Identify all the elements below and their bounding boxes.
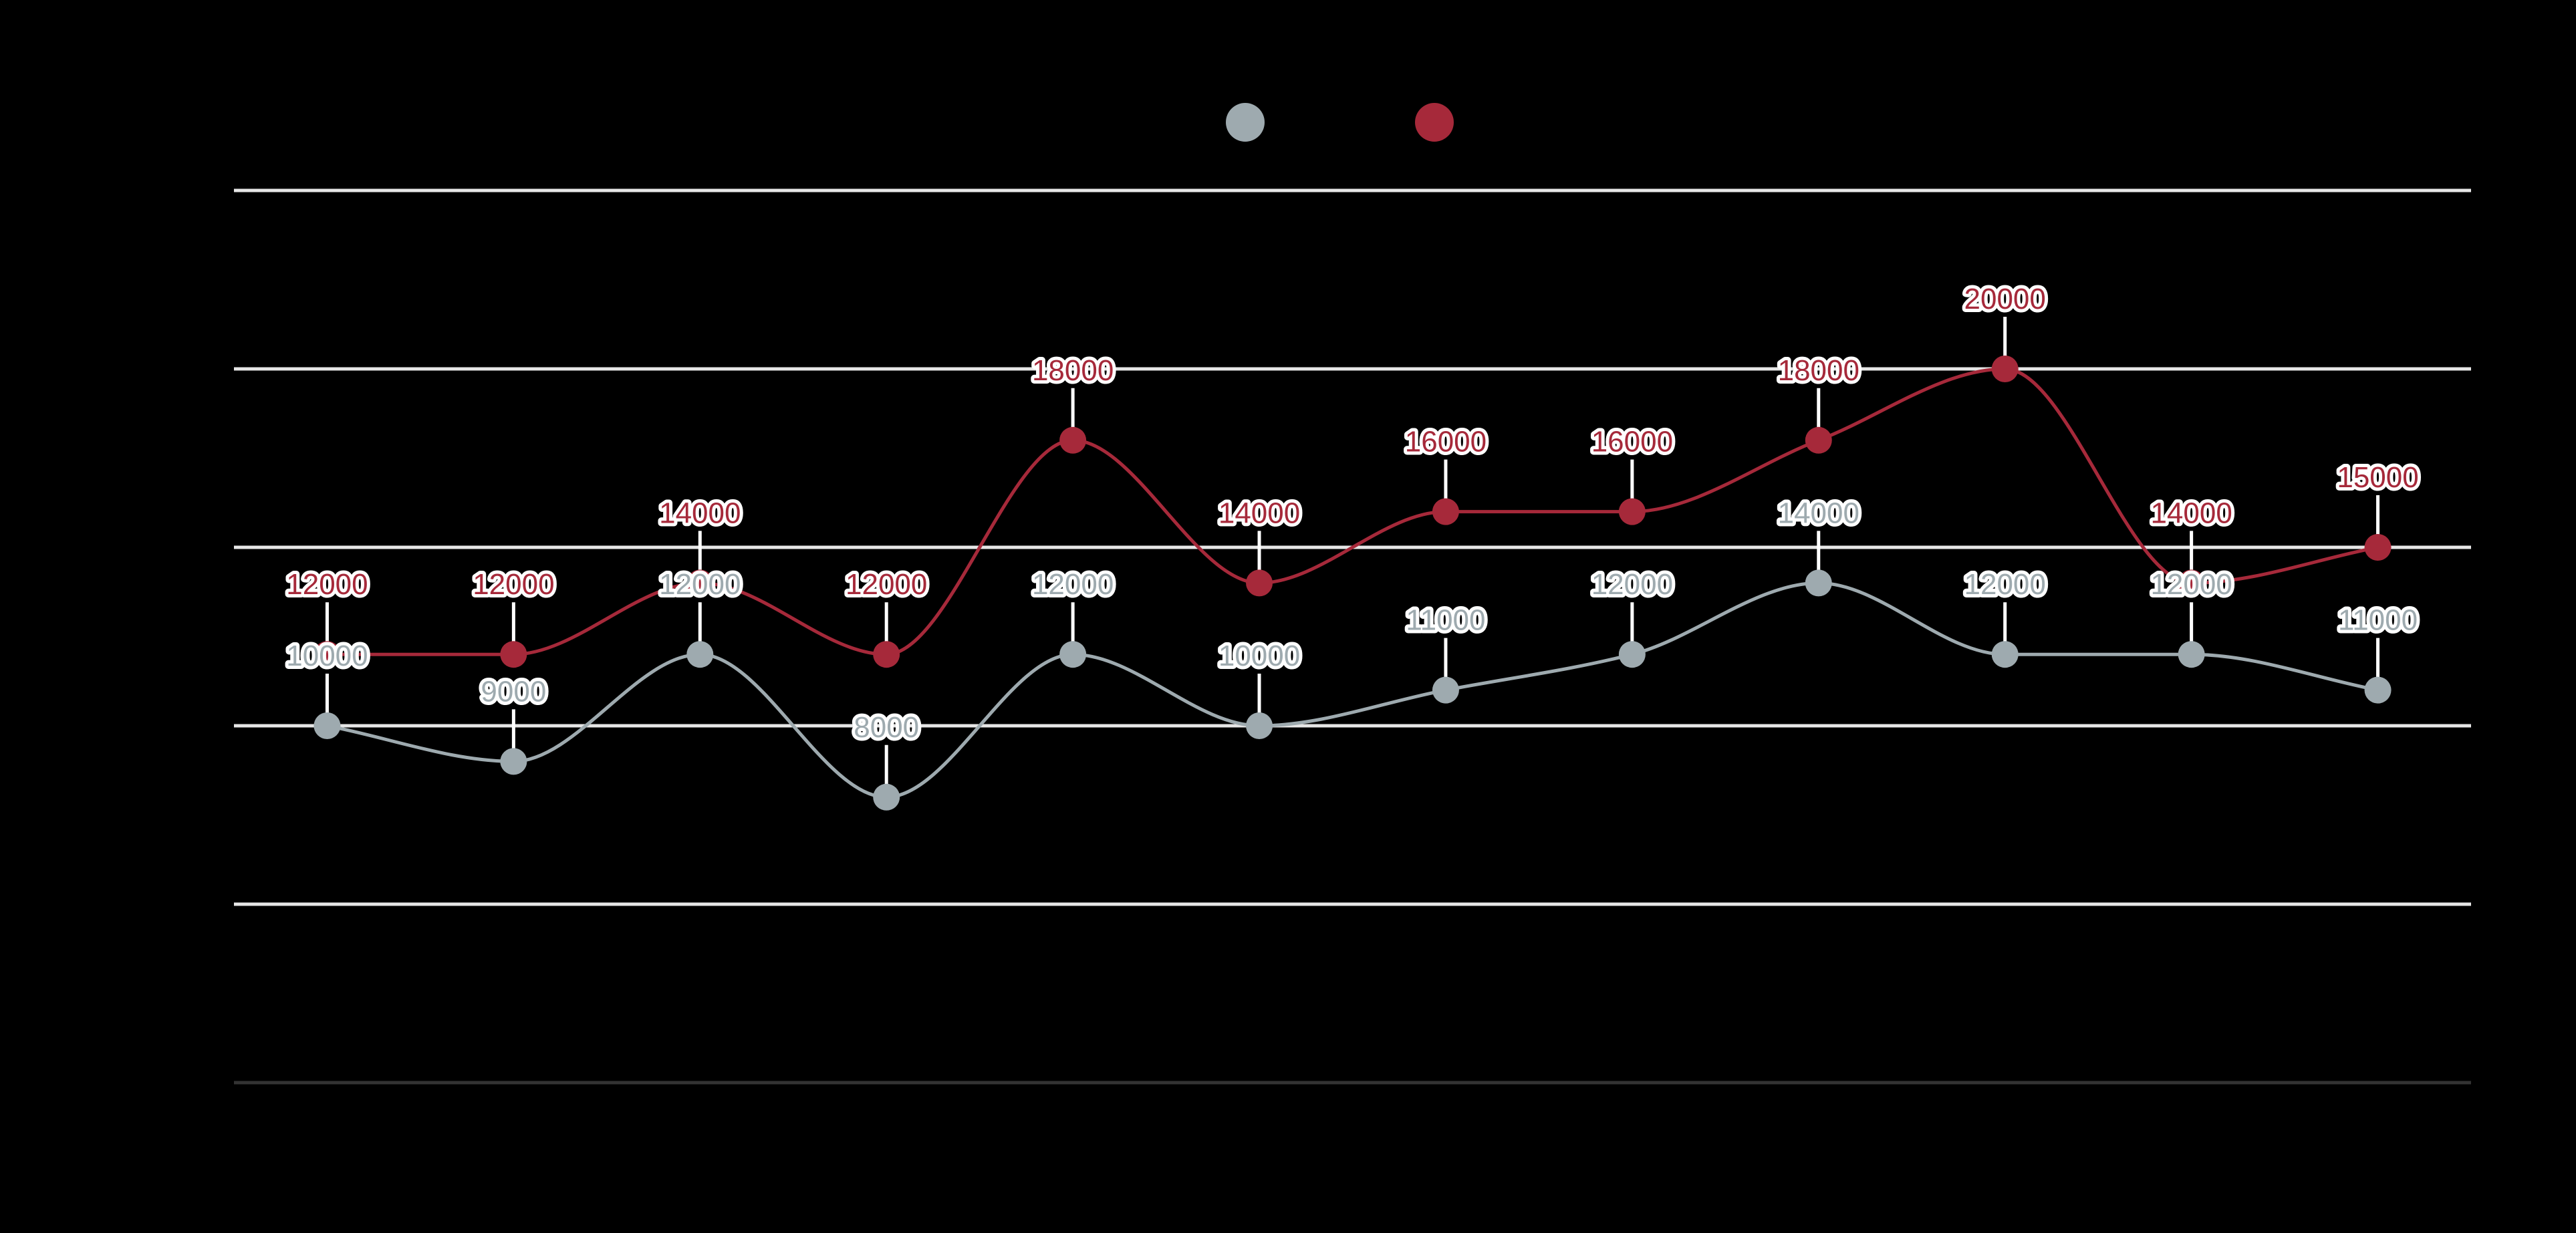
legend-marker-series-2[interactable] (1415, 103, 1454, 142)
data-label: 12000 (1032, 568, 1114, 601)
series-1-point[interactable] (500, 748, 527, 775)
data-label: 14000 (2150, 497, 2232, 529)
series-1-point[interactable] (1991, 641, 2019, 668)
data-label: 18000 (1032, 354, 1114, 387)
series-2-point[interactable] (1991, 356, 2019, 382)
data-markers (313, 356, 2392, 811)
series-2-point[interactable] (2178, 569, 2205, 597)
data-label: 10000 (1218, 640, 1300, 672)
data-label: 12000 (286, 568, 368, 601)
legend[interactable] (1226, 103, 1454, 142)
series-1-point[interactable] (1432, 676, 1459, 704)
data-label: 20000 (1964, 283, 2046, 315)
data-label: 14000 (1778, 497, 1859, 529)
series-1-point[interactable] (686, 641, 714, 668)
data-label: 12000 (473, 568, 554, 601)
data-label: 12000 (846, 568, 927, 601)
series-2-line (325, 367, 2380, 656)
data-label: 15000 (2337, 461, 2418, 494)
series-1-point[interactable] (1618, 641, 1646, 668)
data-label: 8000 (854, 711, 919, 744)
data-label: 14000 (1218, 497, 1300, 529)
series-2-point[interactable] (1432, 498, 1459, 525)
data-label: 12000 (1591, 568, 1673, 601)
series-1-line (325, 581, 2380, 799)
series-2-point[interactable] (1805, 426, 1832, 454)
series-1-point[interactable] (873, 783, 900, 811)
series-1-point[interactable] (2364, 676, 2392, 704)
data-label: 9000 (481, 675, 546, 708)
data-label: 18000 (1778, 354, 1859, 387)
series-1-point[interactable] (2178, 641, 2205, 668)
series-1-point[interactable] (1805, 569, 1832, 597)
series-lines (325, 367, 2380, 799)
data-label: 12000 (1964, 568, 2046, 601)
series-1-point[interactable] (313, 712, 341, 739)
series-2-point[interactable] (500, 641, 527, 668)
series-2-point[interactable] (1246, 569, 1273, 597)
series-1-point[interactable] (1059, 641, 1087, 668)
data-label: 12000 (2150, 568, 2232, 601)
series-2-point[interactable] (686, 569, 714, 597)
series-2-point[interactable] (2364, 534, 2392, 561)
series-2-point[interactable] (873, 641, 900, 668)
series-2-point[interactable] (1618, 498, 1646, 525)
legend-marker-series-1[interactable] (1226, 103, 1265, 142)
data-label: 14000 (659, 497, 741, 529)
series-2-point[interactable] (313, 641, 341, 668)
data-label: 10000 (286, 640, 368, 672)
gridlines (234, 188, 2471, 1085)
data-label: 12000 (659, 568, 741, 601)
data-label: 16000 (1405, 426, 1487, 458)
series-2-point[interactable] (1059, 426, 1087, 454)
series-1-point[interactable] (1246, 712, 1273, 739)
data-label: 11000 (1406, 604, 1485, 637)
data-label: 16000 (1591, 426, 1673, 458)
data-labels: 10000 9000 12000 8000 12000 10000 11000 12000 14… (283, 279, 2422, 747)
data-label: 11000 (2338, 604, 2418, 637)
